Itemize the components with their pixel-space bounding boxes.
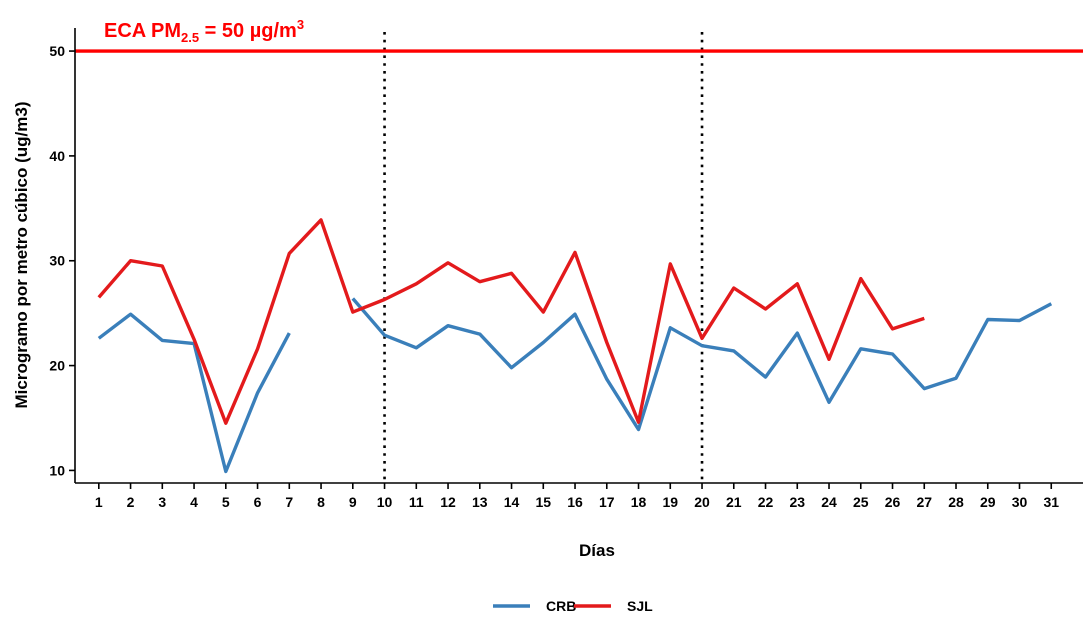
- x-tick-label-16: 16: [567, 494, 583, 510]
- legend: CRB SJL: [493, 598, 653, 614]
- x-tick-label-22: 22: [758, 494, 774, 510]
- series-line-sjl-1: [97, 218, 925, 425]
- x-tick-label-14: 14: [504, 494, 520, 510]
- x-tick-label-26: 26: [885, 494, 901, 510]
- y-tick-label-40: 40: [49, 148, 65, 164]
- x-tick-label-29: 29: [980, 494, 996, 510]
- x-tick-label-25: 25: [853, 494, 869, 510]
- y-axis-title: Microgramo por metro cúbico (ug/m3): [12, 102, 31, 409]
- x-tick-label-30: 30: [1012, 494, 1028, 510]
- x-tick-label-24: 24: [821, 494, 837, 510]
- x-tick-label-11: 11: [409, 494, 424, 510]
- y-tick-label-10: 10: [49, 462, 65, 478]
- x-tick-label-9: 9: [349, 494, 357, 510]
- x-axis-title: Días: [579, 541, 615, 560]
- x-axis-ticks: 1 2 3 4 5 6 7 8 9 10 11 12 13 14 15 16 17 18 19 20 21 22 23 24 2…: [95, 483, 1059, 510]
- legend-label-crb: CRB: [546, 598, 576, 614]
- x-tick-label-27: 27: [916, 494, 932, 510]
- x-tick-label-3: 3: [158, 494, 166, 510]
- x-tick-label-12: 12: [440, 494, 456, 510]
- y-tick-label-50: 50: [49, 43, 65, 59]
- reference-line-group: ECA PM2.5 = 50 µg/m3: [75, 17, 1083, 53]
- x-tick-label-10: 10: [377, 494, 393, 510]
- x-tick-label-4: 4: [190, 494, 198, 510]
- x-tick-label-31: 31: [1043, 494, 1059, 510]
- x-tick-label-6: 6: [254, 494, 262, 510]
- series-lines: [97, 218, 1053, 474]
- x-tick-label-1: 1: [95, 494, 103, 510]
- vertical-markers: [383, 32, 704, 483]
- x-tick-label-8: 8: [317, 494, 325, 510]
- y-tick-label-30: 30: [49, 253, 65, 269]
- x-tick-label-19: 19: [662, 494, 678, 510]
- x-tick-label-2: 2: [127, 494, 135, 510]
- x-tick-label-21: 21: [726, 494, 742, 510]
- x-tick-label-15: 15: [535, 494, 551, 510]
- x-tick-label-23: 23: [789, 494, 805, 510]
- x-tick-label-18: 18: [631, 494, 647, 510]
- x-tick-label-13: 13: [472, 494, 488, 510]
- series-line-crb-2: [351, 297, 1053, 432]
- y-tick-label-20: 20: [49, 358, 65, 374]
- x-tick-label-7: 7: [285, 494, 293, 510]
- x-tick-label-20: 20: [694, 494, 710, 510]
- x-tick-label-28: 28: [948, 494, 964, 510]
- x-tick-label-5: 5: [222, 494, 230, 510]
- reference-line-label: ECA PM2.5 = 50 µg/m3: [104, 17, 304, 45]
- y-axis-ticks: 10 20 30 40 50: [49, 43, 75, 478]
- legend-label-sjl: SJL: [627, 598, 653, 614]
- x-tick-label-17: 17: [599, 494, 615, 510]
